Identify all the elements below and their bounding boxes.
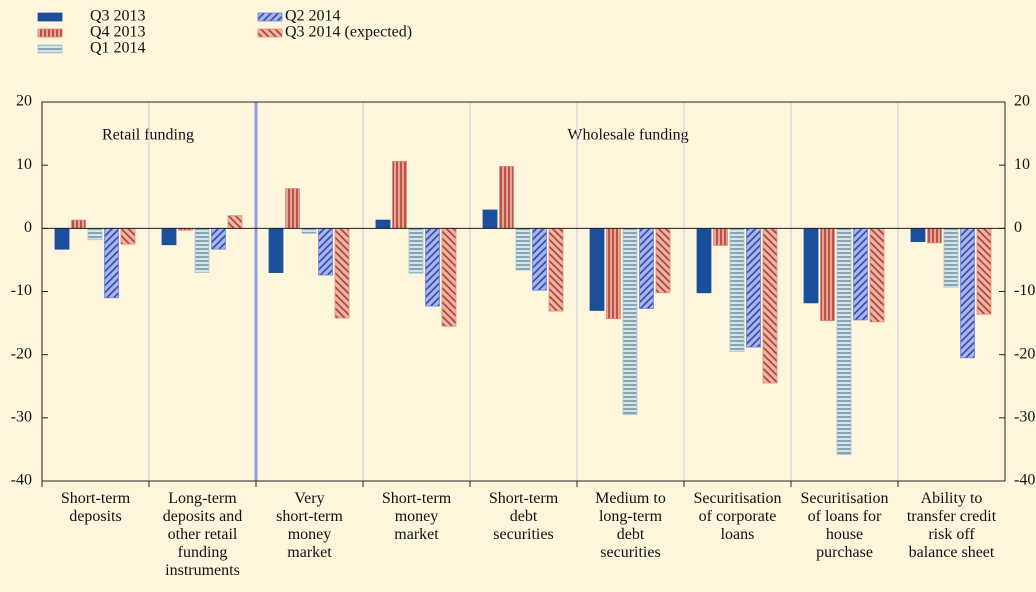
bar bbox=[334, 227, 350, 319]
bar bbox=[161, 227, 177, 246]
y-tick-label: 10 bbox=[16, 156, 32, 173]
x-tick-label: Very short-term money market bbox=[276, 490, 343, 561]
bar bbox=[532, 227, 547, 291]
x-tick-label: Long-term deposits and other retail funding… bbox=[163, 490, 243, 579]
y2-tick-label: -10 bbox=[1014, 282, 1035, 299]
bar bbox=[194, 227, 210, 273]
legend-label: Q2 2014 bbox=[285, 8, 341, 25]
bar bbox=[869, 227, 885, 323]
bar bbox=[589, 227, 605, 311]
bar bbox=[548, 227, 564, 312]
bar bbox=[375, 219, 391, 229]
x-tick-label: Ability to transfer credit risk off balance… bbox=[907, 490, 997, 561]
x-tick-label: Short-term money market bbox=[382, 490, 452, 543]
bar bbox=[499, 166, 514, 229]
bar bbox=[606, 227, 621, 320]
bar bbox=[910, 227, 926, 242]
x-tick-label: Short-term deposits bbox=[61, 490, 131, 525]
bar bbox=[392, 160, 407, 229]
y-tick-label: -10 bbox=[11, 282, 32, 299]
x-tick-label: Securitisation of corporate loans bbox=[694, 490, 782, 543]
annotation: Retail funding bbox=[102, 127, 194, 144]
legend-label: Q3 2013 bbox=[90, 8, 146, 25]
bar bbox=[268, 227, 284, 273]
bar bbox=[408, 227, 424, 274]
bar bbox=[515, 227, 531, 271]
bar bbox=[227, 215, 243, 229]
bar bbox=[762, 227, 778, 384]
legend-swatch bbox=[37, 28, 63, 38]
y2-tick-label: -40 bbox=[1014, 472, 1035, 489]
bar bbox=[318, 227, 333, 276]
y2-tick-label: 10 bbox=[1014, 156, 1030, 173]
legend-label: Q4 2013 bbox=[90, 24, 146, 41]
x-tick-label: Securitisation of loans for house purchase bbox=[801, 490, 889, 561]
bar bbox=[746, 227, 761, 348]
bar bbox=[976, 227, 992, 315]
legend-swatch bbox=[257, 12, 283, 22]
legend-swatch bbox=[37, 12, 63, 22]
bar bbox=[301, 227, 317, 234]
bar bbox=[211, 227, 226, 250]
y-tick-label: 20 bbox=[16, 93, 32, 110]
annotation: Wholesale funding bbox=[567, 127, 688, 144]
bar bbox=[104, 227, 119, 299]
y2-tick-label: -30 bbox=[1014, 409, 1035, 426]
x-tick-label: Medium to long-term debt securities bbox=[595, 490, 666, 561]
bar bbox=[120, 227, 136, 245]
y2-tick-label: -20 bbox=[1014, 345, 1035, 362]
bar bbox=[482, 209, 498, 229]
bar bbox=[853, 227, 868, 321]
y2-tick-label: 0 bbox=[1014, 219, 1022, 236]
bar bbox=[425, 227, 440, 307]
y-tick-label: -30 bbox=[11, 409, 32, 426]
legend-swatch bbox=[37, 44, 63, 54]
legend-label: Q1 2014 bbox=[90, 40, 146, 57]
bar bbox=[655, 227, 671, 294]
bar bbox=[54, 227, 70, 250]
bar bbox=[622, 227, 638, 416]
bar bbox=[285, 188, 300, 229]
bar bbox=[803, 227, 819, 304]
bar bbox=[960, 227, 975, 359]
bar bbox=[441, 227, 457, 327]
bar bbox=[87, 227, 103, 241]
legend-swatch bbox=[257, 28, 283, 38]
bar bbox=[713, 227, 728, 246]
y2-tick-label: 20 bbox=[1014, 93, 1030, 110]
bar bbox=[729, 227, 745, 352]
bar bbox=[943, 227, 959, 288]
bar bbox=[696, 227, 712, 294]
y-tick-label: -40 bbox=[11, 472, 32, 489]
legend-label: Q3 2014 (expected) bbox=[285, 24, 412, 41]
bar bbox=[71, 219, 86, 229]
bar bbox=[639, 227, 654, 309]
y-tick-label: -20 bbox=[11, 345, 32, 362]
bar bbox=[820, 227, 835, 321]
bar bbox=[836, 227, 852, 455]
y-tick-label: 0 bbox=[24, 219, 32, 236]
x-tick-label: Short-term debt securities bbox=[489, 490, 559, 543]
bar bbox=[927, 227, 942, 244]
